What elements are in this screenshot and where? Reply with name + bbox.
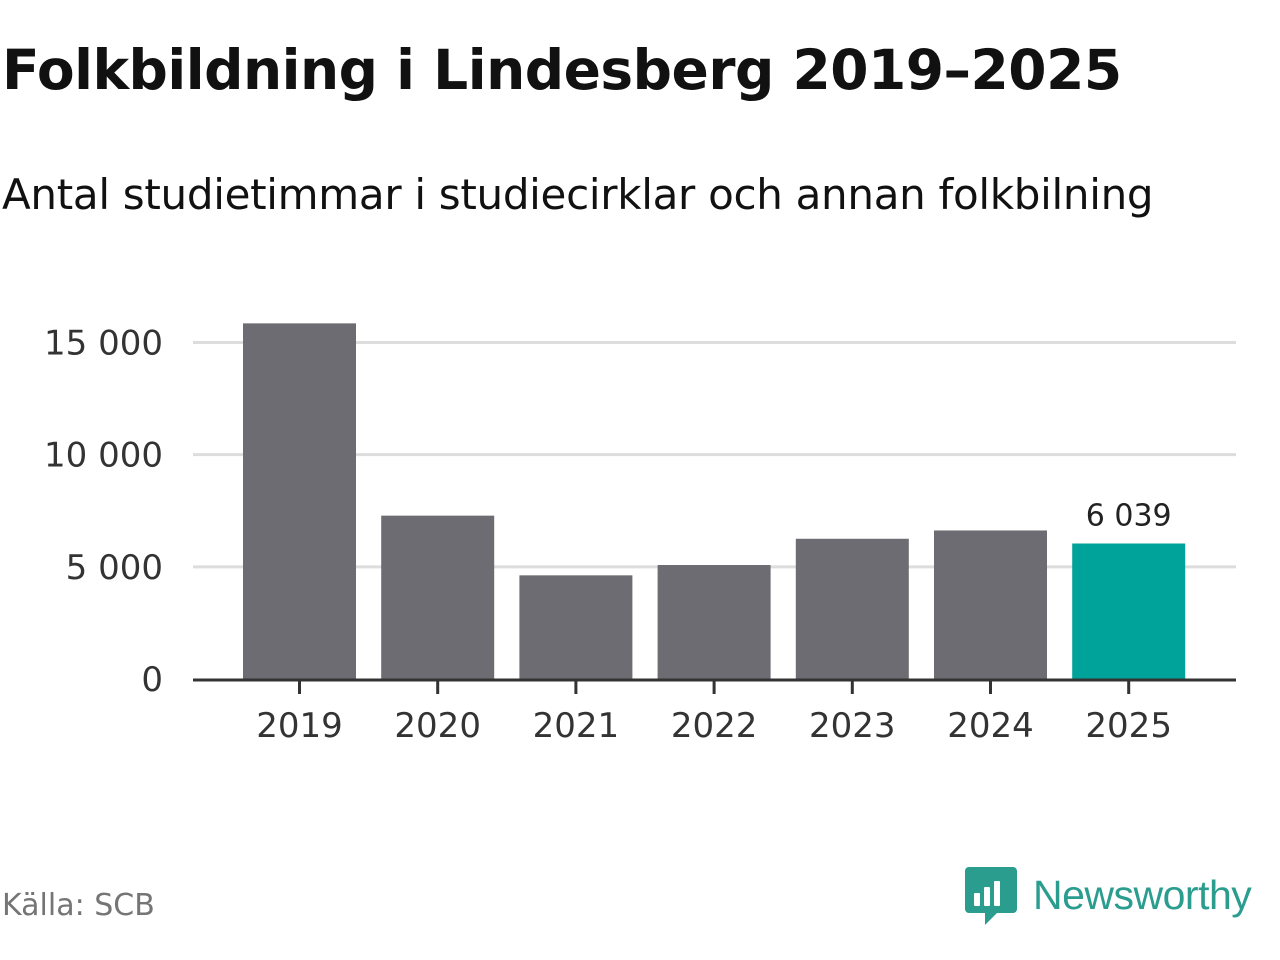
y-tick-label: 0 bbox=[141, 660, 163, 700]
newsworthy-logo-icon bbox=[965, 867, 1017, 925]
x-tick-label: 2024 bbox=[947, 706, 1034, 746]
brand-logo: Newsworthy bbox=[965, 865, 1252, 925]
chart-subtitle: Antal studietimmar i studiecirklar och a… bbox=[2, 170, 1154, 219]
bars bbox=[243, 323, 1186, 679]
data-label: 6 039 bbox=[1086, 498, 1172, 533]
source-note: Källa: SCB bbox=[2, 888, 155, 923]
bar-2025 bbox=[1072, 543, 1186, 679]
bar-2021 bbox=[519, 575, 633, 679]
bar-2023 bbox=[795, 538, 909, 679]
x-tick-label: 2025 bbox=[1085, 706, 1172, 746]
x-tick-label: 2023 bbox=[809, 706, 896, 746]
x-axis-ticks: 2019 2020 2021 2022 2023 2024 2025 bbox=[256, 680, 1172, 746]
x-tick-label: 2020 bbox=[394, 706, 481, 746]
bar-2024 bbox=[934, 530, 1047, 679]
bar-2019 bbox=[243, 323, 356, 679]
x-tick-label: 2022 bbox=[671, 706, 758, 746]
chart-title: Folkbildning i Lindesberg 2019–2025 bbox=[2, 38, 1122, 102]
y-tick-label: 5 000 bbox=[66, 548, 163, 588]
y-tick-label: 10 000 bbox=[44, 436, 163, 476]
y-tick-label: 15 000 bbox=[44, 323, 163, 363]
x-tick-label: 2019 bbox=[256, 706, 343, 746]
bar-2022 bbox=[657, 565, 771, 679]
x-tick-label: 2021 bbox=[533, 706, 620, 746]
bar-2020 bbox=[381, 515, 495, 679]
y-axis-ticks: 0 5 000 10 000 15 000 bbox=[44, 323, 163, 700]
data-labels: 6 039 bbox=[1086, 498, 1172, 533]
brand-name: Newsworthy bbox=[1033, 871, 1252, 918]
